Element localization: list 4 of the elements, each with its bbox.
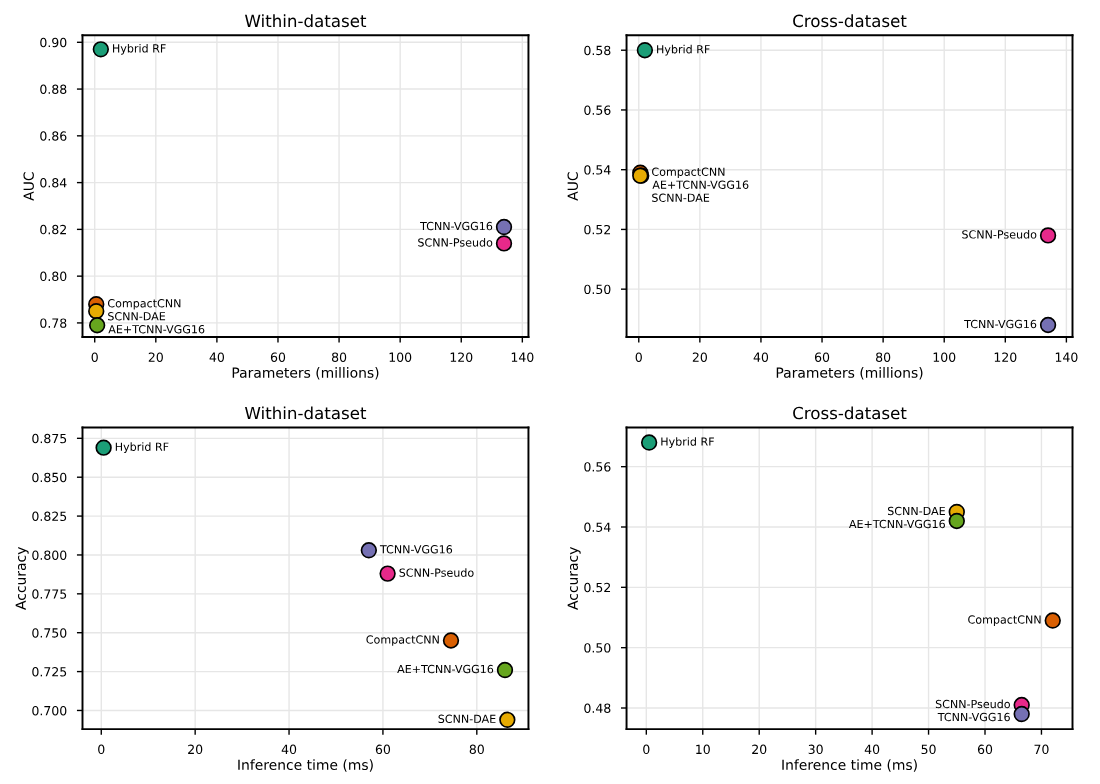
chart-title: Cross-dataset [793, 406, 907, 420]
chart-title: Cross-dataset [793, 14, 907, 28]
chart-title: Within-dataset [245, 14, 367, 28]
chart-title: Within-dataset [245, 406, 367, 420]
